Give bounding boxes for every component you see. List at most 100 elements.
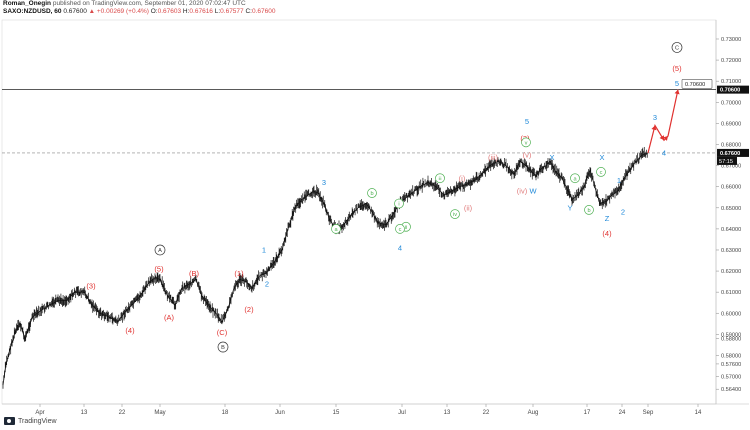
x-tick-label: 24: [619, 410, 626, 416]
y-tick-label: 0.58000: [721, 353, 741, 359]
y-tick-label: 0.73000: [721, 37, 741, 43]
wave-label: (1): [234, 269, 244, 278]
low-label: L:: [214, 8, 221, 15]
y-tick-label: 0.66000: [721, 185, 741, 191]
x-tick-label: 13: [444, 410, 451, 416]
y-tick-label: 0.57000: [721, 375, 741, 381]
wave-label-circle: [596, 167, 606, 177]
wave-label: 1: [617, 176, 621, 185]
y-tick-label: 0.70000: [721, 100, 741, 106]
wave-label: a: [573, 176, 577, 182]
tradingview-logo-icon: [4, 417, 15, 425]
wave-label-circle: [435, 173, 445, 184]
wave-label: 2: [621, 208, 625, 217]
wave-label: c: [399, 227, 402, 233]
target-callout-label: 0.70600: [685, 82, 705, 88]
wave-label: c: [600, 170, 603, 176]
y-tick-label: 0.62000: [721, 269, 741, 275]
wave-label: W: [529, 187, 537, 196]
x-tick-label: 18: [222, 410, 229, 416]
wave-label: (iv): [517, 187, 528, 196]
wave-label-circle: [570, 173, 580, 184]
wave-label: 3: [653, 113, 657, 122]
y-tick-label: 0.63000: [721, 248, 741, 254]
y-tick-label: 0.67000: [721, 164, 741, 170]
price-line: [2, 152, 649, 386]
wave-label-circle: [521, 137, 531, 148]
level-price-label: 0.67600: [720, 151, 740, 157]
last-price: 0.67600: [63, 8, 87, 15]
brand-name: TradingView: [18, 417, 57, 425]
wave-label: (v): [523, 151, 532, 160]
wave-label-circle: [367, 188, 377, 198]
open-value: 0.67603: [157, 8, 182, 15]
wave-label: iii: [439, 176, 442, 181]
close-label: C:: [245, 8, 252, 15]
wave-label: iv: [453, 212, 457, 218]
x-tick-label: Jul: [398, 410, 406, 416]
y-tick-label: 0.64000: [721, 227, 741, 233]
wave-label-circle: [154, 244, 166, 256]
publish-info: published on TradingView.com, September …: [52, 0, 246, 7]
wave-label: ii: [405, 225, 408, 231]
wave-label: A: [158, 248, 162, 254]
y-tick-label: 0.71000: [721, 79, 741, 85]
x-tick-label: 22: [483, 410, 490, 416]
x-tick-label: 14: [695, 410, 702, 416]
high-label: H:: [182, 8, 190, 15]
projection-arrowhead: [651, 125, 657, 131]
wave-label: (3): [86, 282, 96, 291]
x-tick-label: 22: [119, 410, 126, 416]
wave-label-circle: [395, 224, 405, 234]
wave-label: (A): [164, 313, 175, 322]
wave-label: (ii): [464, 203, 473, 212]
wave-label: 4: [662, 149, 666, 158]
projection-arrowhead: [659, 135, 664, 141]
x-tick-label: 13: [81, 410, 88, 416]
x-tick-label: 15: [333, 410, 340, 416]
wave-label-circle: [450, 209, 460, 219]
symbol-line: SAXO:NZDUSD, 60 0.67600 ▲ +0.00269 (+0.4…: [3, 8, 275, 16]
wave-label: 1: [262, 246, 266, 255]
wave-label: b: [587, 208, 590, 214]
y-tick-label: 0.69000: [721, 121, 741, 127]
level-price-tag: [717, 85, 749, 94]
countdown-tag: [717, 156, 737, 165]
wave-label: 2: [265, 279, 269, 288]
countdown-label: 57:15: [719, 159, 733, 165]
x-tick-label: 17: [584, 410, 591, 416]
level-price-tag: [717, 148, 749, 157]
price-change: ▲ +0.00269 (+0.4%): [88, 8, 149, 15]
projection-arrowhead: [663, 136, 668, 141]
projection-arrowhead: [674, 89, 680, 95]
y-tick-label: 0.60000: [721, 311, 741, 317]
wave-label: (4): [602, 229, 612, 238]
y-tick-label: 0.68000: [721, 142, 741, 148]
wave-label: 4: [398, 244, 402, 253]
y-tick-label: 0.56400: [721, 387, 741, 393]
wave-label: (iii): [488, 153, 498, 162]
wave-label-circle: [217, 341, 229, 353]
author-name: Roman_Onegin: [3, 0, 52, 7]
level-price-label: 0.70600: [720, 88, 740, 94]
wave-label: B: [221, 345, 225, 351]
y-tick-label: 0.59000: [721, 332, 741, 338]
target-callout-box: [681, 79, 713, 89]
wave-label: C: [675, 45, 679, 51]
wave-label: X: [549, 153, 554, 162]
wave-label: v: [525, 140, 528, 146]
wave-label: (4): [125, 326, 135, 335]
y-tick-label: 0.65000: [721, 206, 741, 212]
wave-label: (5): [672, 64, 682, 73]
close-value: 0.67600: [251, 8, 276, 15]
wave-label: (2): [244, 305, 254, 314]
open-label: O:: [150, 8, 158, 15]
x-tick-label: Apr: [35, 410, 44, 416]
y-tick-label: 0.58800: [721, 337, 741, 343]
wave-label: i: [398, 202, 399, 208]
plot-frame: [1, 19, 717, 405]
wave-label: Z: [605, 214, 610, 223]
y-tick-label: 0.57600: [721, 362, 741, 368]
wave-label: (B): [189, 269, 200, 278]
